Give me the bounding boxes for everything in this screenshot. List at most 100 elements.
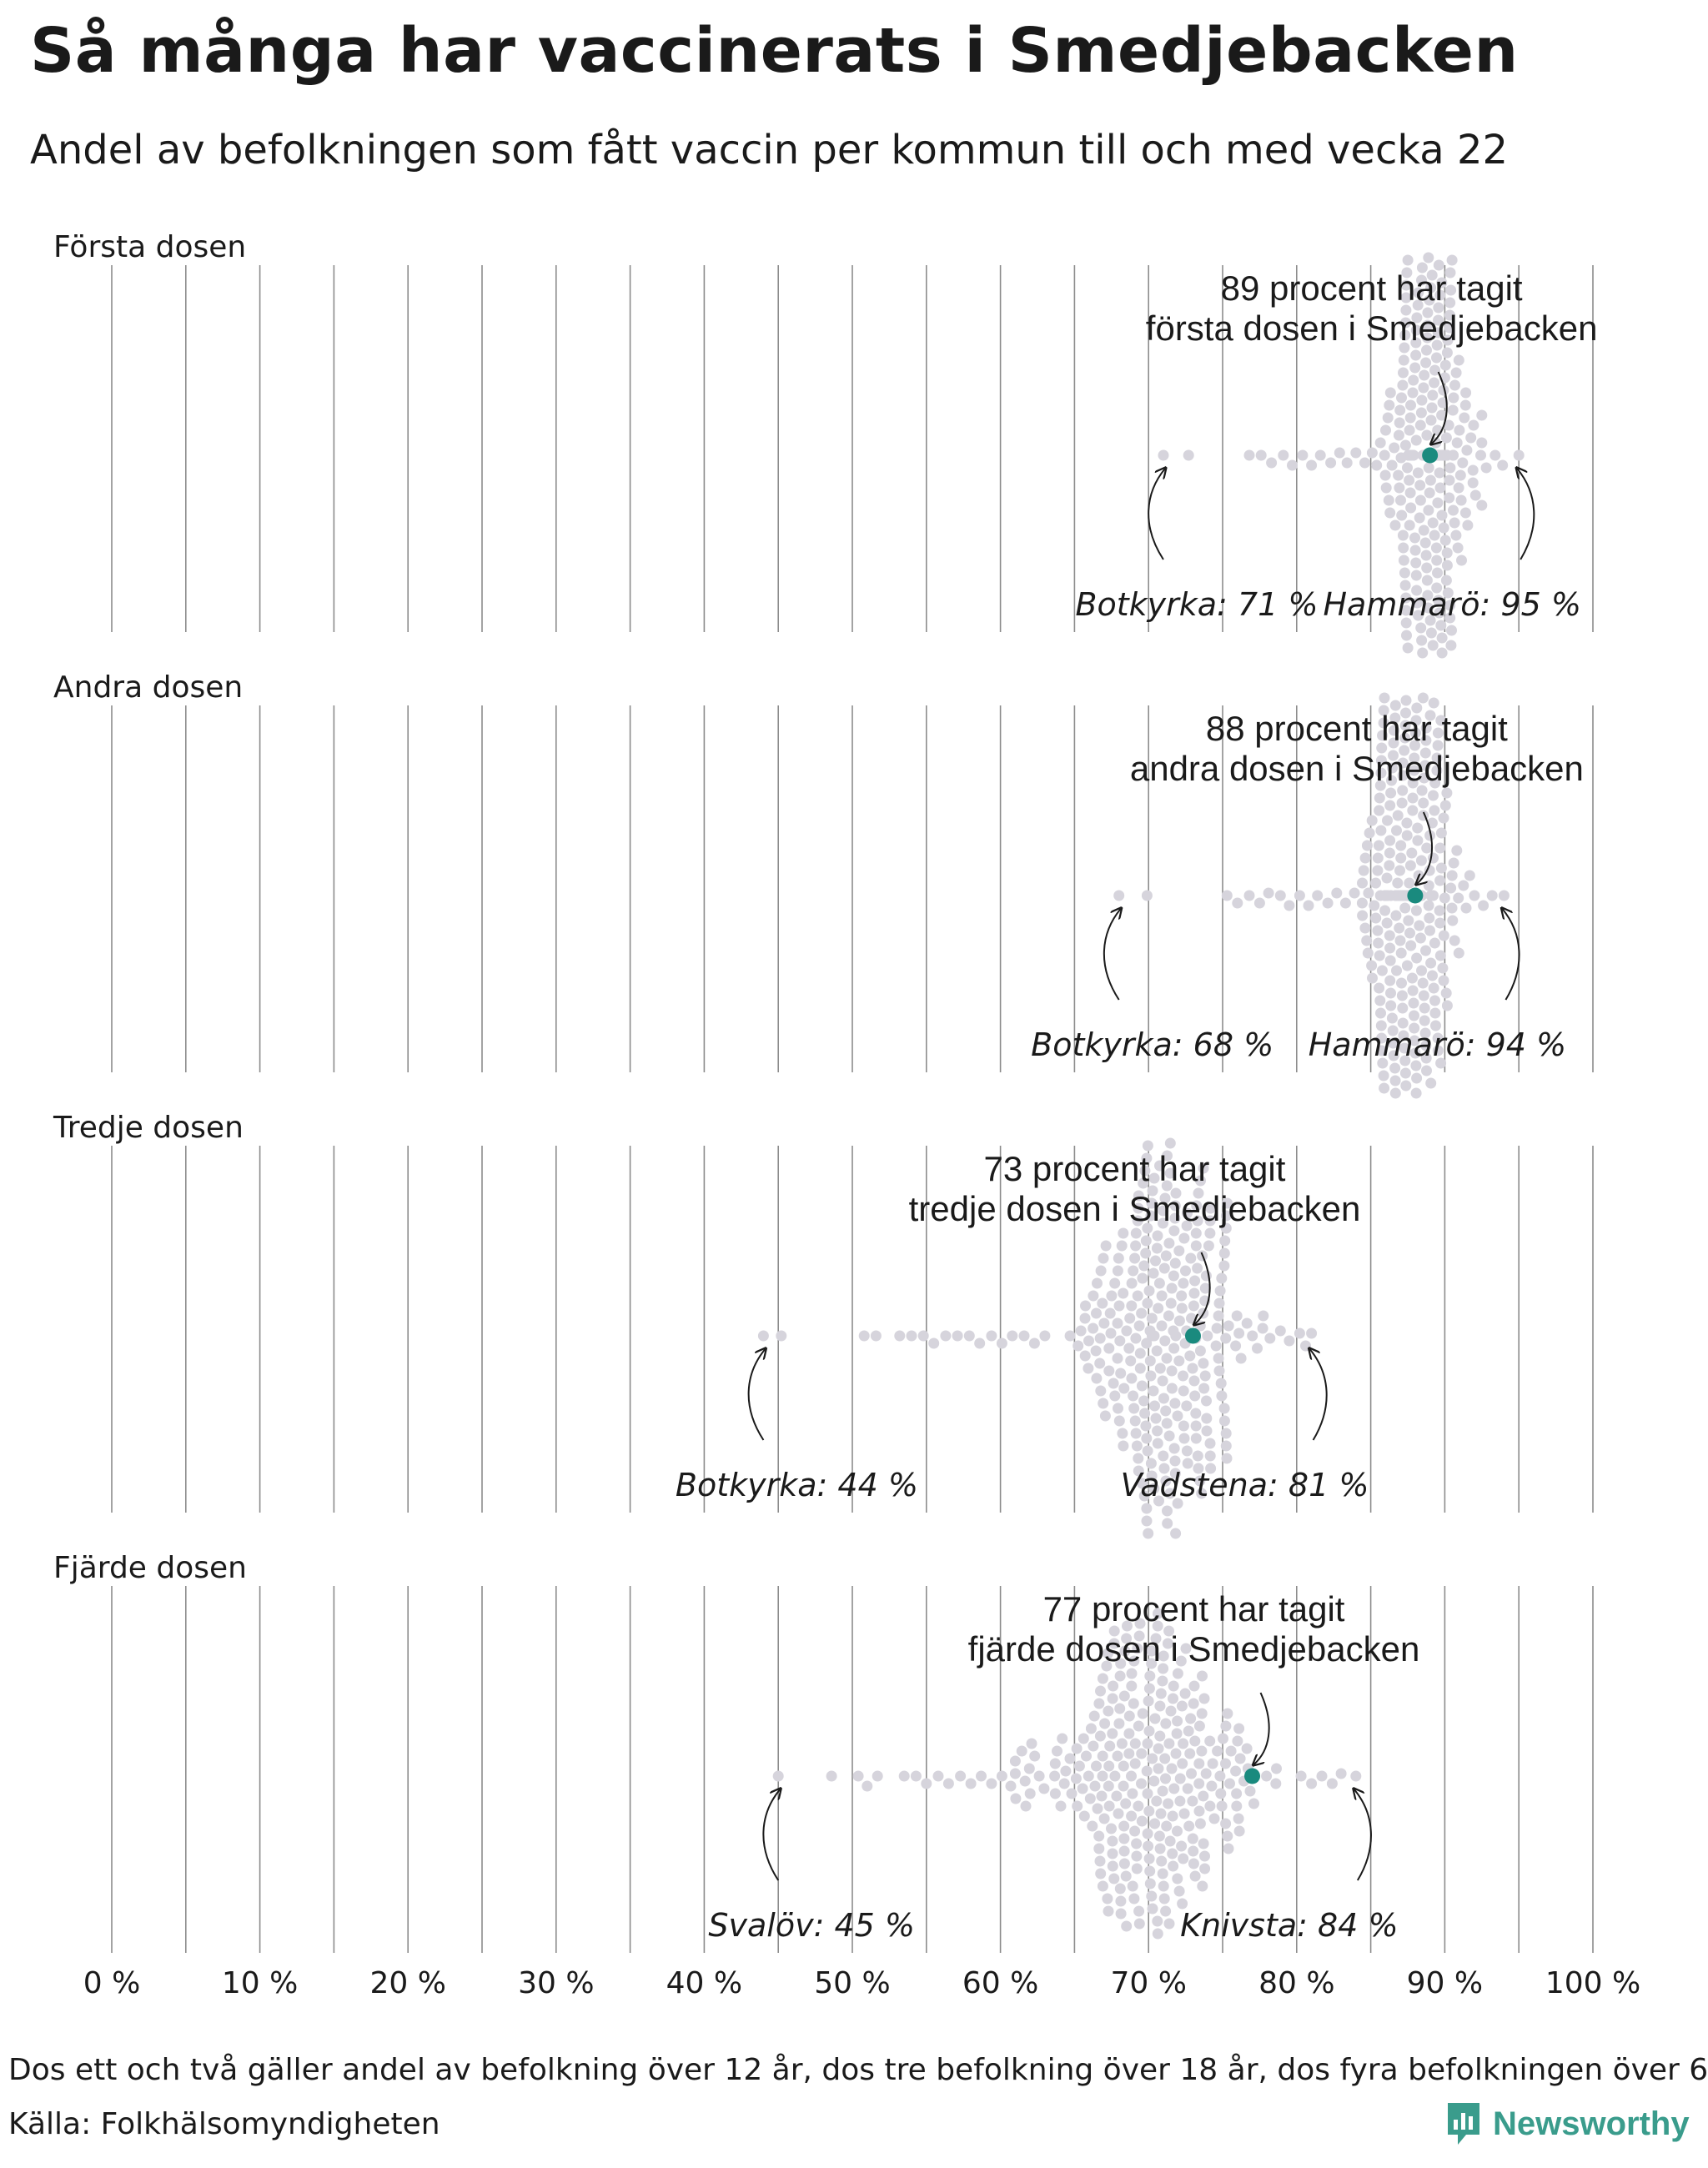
data-point — [1095, 1685, 1106, 1697]
data-point — [1205, 1202, 1217, 1214]
data-point — [1183, 1820, 1195, 1832]
x-tick-label: 70 % — [1110, 1966, 1186, 2000]
data-point — [1428, 890, 1439, 901]
data-point — [917, 1330, 929, 1342]
data-point — [1154, 1160, 1165, 1172]
data-point — [1153, 1763, 1164, 1774]
data-point — [1402, 642, 1414, 654]
data-point — [1220, 1758, 1231, 1769]
data-point — [1134, 1363, 1146, 1374]
data-point — [1467, 464, 1479, 476]
data-point — [1133, 1630, 1145, 1642]
data-point — [1425, 957, 1437, 969]
data-point — [1416, 262, 1428, 274]
data-point — [1107, 1693, 1118, 1704]
data-point — [1164, 1835, 1176, 1847]
data-point — [928, 1337, 940, 1349]
data-point — [772, 1770, 784, 1782]
highlight-label-line2: fjärde dosen i Smedjebacken — [968, 1629, 1420, 1669]
data-point — [1383, 494, 1394, 506]
data-point — [1108, 1873, 1120, 1884]
data-point — [1424, 294, 1435, 306]
data-point — [1436, 409, 1448, 421]
data-point — [1147, 1903, 1158, 1915]
min-arrow — [747, 1349, 766, 1441]
data-point — [1211, 1322, 1223, 1334]
data-point — [1441, 547, 1453, 559]
data-point — [1098, 1317, 1110, 1329]
data-point — [1459, 399, 1471, 411]
data-point — [1400, 317, 1411, 329]
data-point — [1072, 1800, 1083, 1812]
data-point — [1414, 512, 1425, 524]
data-point — [1133, 1320, 1145, 1332]
data-point — [1396, 977, 1407, 989]
data-point — [1414, 932, 1426, 944]
data-point — [1164, 1488, 1176, 1499]
data-point — [1126, 1680, 1138, 1692]
data-point — [1314, 449, 1326, 461]
data-point — [1116, 1240, 1128, 1252]
data-point — [1233, 1825, 1245, 1837]
data-point — [1278, 449, 1289, 461]
data-point — [1440, 432, 1452, 444]
data-point — [1447, 915, 1459, 926]
data-point — [1113, 1718, 1125, 1729]
data-point — [1397, 529, 1409, 541]
data-point — [1399, 329, 1411, 341]
data-point — [1126, 1300, 1138, 1312]
data-point — [1391, 825, 1402, 836]
data-point — [1136, 1748, 1148, 1759]
data-point — [1133, 1202, 1144, 1214]
data-point — [1098, 1813, 1110, 1824]
data-point — [1413, 610, 1424, 621]
data-point — [1232, 1735, 1243, 1747]
data-point — [1178, 1738, 1189, 1749]
data-point — [1186, 1312, 1197, 1324]
data-point — [1058, 1778, 1070, 1789]
data-point — [1414, 419, 1426, 431]
data-point — [1116, 1738, 1128, 1749]
data-point — [1387, 1025, 1399, 1036]
data-point — [862, 1780, 873, 1792]
data-point — [1158, 1262, 1170, 1274]
brand-logo[interactable]: Newsworthy — [1444, 2101, 1690, 2146]
data-point — [1165, 1705, 1177, 1717]
data-point — [1147, 1753, 1158, 1764]
data-point — [1087, 1820, 1098, 1832]
data-point — [1109, 1277, 1121, 1289]
data-point — [1247, 1330, 1258, 1342]
data-point — [1434, 917, 1446, 929]
data-point — [1444, 309, 1455, 321]
data-point — [1379, 1082, 1390, 1094]
data-point — [1374, 982, 1385, 994]
highlight-label-line1: 88 procent har tagit — [1206, 709, 1508, 748]
data-point — [1216, 1390, 1228, 1402]
data-point — [1120, 1870, 1132, 1882]
min-arrow — [1148, 469, 1165, 560]
data-point — [1341, 457, 1353, 469]
data-point — [1414, 479, 1426, 491]
data-point — [1421, 429, 1433, 441]
highlight-point-smedjebacken — [1184, 1327, 1201, 1344]
data-point — [1429, 995, 1440, 1006]
data-point — [1141, 1152, 1153, 1164]
data-point — [1232, 897, 1243, 909]
data-point — [1160, 1773, 1171, 1784]
data-point — [1143, 1695, 1154, 1707]
data-point — [1476, 437, 1488, 449]
data-point — [1113, 1808, 1124, 1819]
data-point — [1081, 1750, 1092, 1762]
data-point — [1129, 1252, 1141, 1264]
data-point — [1448, 504, 1459, 516]
data-point — [1172, 1715, 1183, 1727]
data-point — [1409, 362, 1421, 374]
panel-label: Fjärde dosen — [53, 1551, 247, 1585]
data-point — [1389, 1062, 1401, 1074]
data-point — [1093, 1830, 1105, 1842]
data-point — [1190, 1420, 1202, 1432]
data-point — [1039, 1330, 1051, 1342]
data-point — [1204, 1450, 1216, 1462]
data-point — [1117, 1428, 1128, 1439]
chart-subtitle: Andel av befolkningen som fått vaccin pe… — [30, 127, 1509, 173]
